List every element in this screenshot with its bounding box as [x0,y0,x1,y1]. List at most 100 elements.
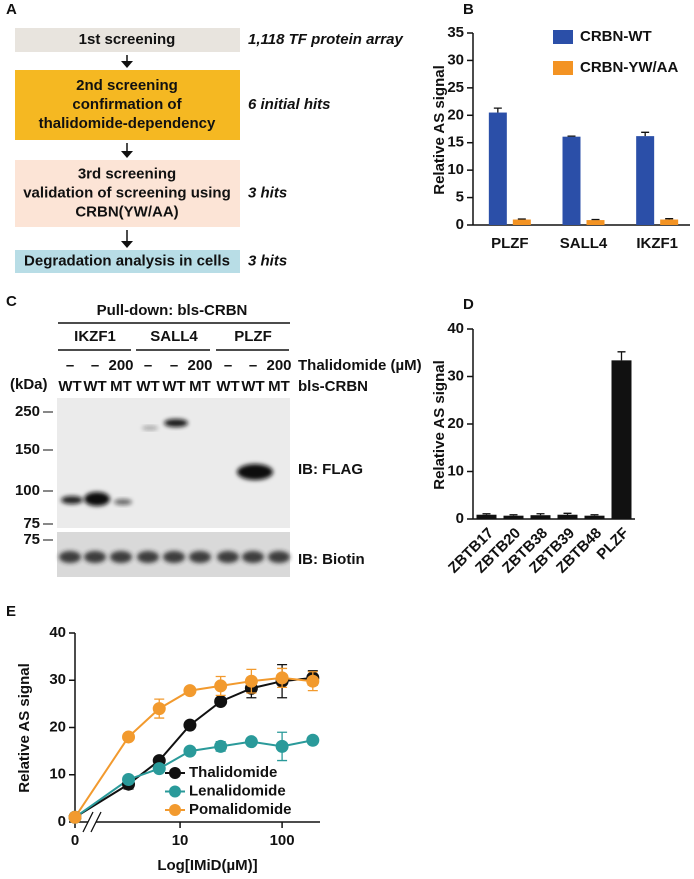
bar [476,514,497,519]
flow-box [15,28,240,52]
flow-note: 6 initial hits [248,96,331,113]
point [122,730,136,744]
group-label: PLZF [234,328,272,345]
lane-construct: WT [83,378,106,395]
point [214,679,228,693]
error-bar [493,107,502,113]
flow-box [15,70,240,140]
axis-break [82,811,102,833]
legend-swatch [553,30,573,44]
point [214,695,228,709]
y-tick-label: 10 [447,161,464,178]
band [59,551,81,563]
point [152,762,166,776]
flow-text: thalidomide-dependency [39,115,216,132]
band [163,551,185,563]
band [268,551,290,563]
band [61,496,83,504]
y-tick-label: 30 [447,51,464,68]
y-tick-label: 10 [49,766,66,783]
point [214,739,228,753]
legend-label: Pomalidomide [189,801,292,818]
size-label: (kDa) [10,376,48,393]
probe-label: IB: FLAG [298,461,363,478]
lane-construct: WT [58,378,81,395]
row-label: bls-CRBN [298,378,368,395]
lane-treatment: – [144,357,152,374]
lane-construct: MT [189,378,211,395]
point [275,739,289,753]
point [183,718,197,732]
flow-title: 2nd screening [76,77,178,94]
lane-treatment: 200 [266,357,291,374]
point [122,772,136,786]
arrow-head [121,61,133,68]
flow-box [15,160,240,227]
y-tick-label: 35 [447,24,464,41]
bar [512,219,531,225]
error-bar [567,135,576,137]
lane-construct: WT [216,378,239,395]
panel-label: A [6,1,17,18]
y-tick-label: 0 [58,813,66,830]
group-label: SALL4 [150,328,198,345]
bar [611,360,632,519]
point [306,674,320,688]
lane-construct: WT [136,378,159,395]
y-tick-label: 15 [447,134,464,151]
legend-label: CRBN-WT [580,28,652,45]
blot-upper [57,398,290,528]
y-axis-label: Relative AS signal [431,65,448,195]
legend-label: Thalidomide [189,764,277,781]
marker-label: 75 [23,531,40,548]
band [164,419,188,427]
legend-swatch [553,61,573,75]
band [237,464,273,480]
marker-label: 75 [23,515,40,532]
x-tick-label: PLZF [594,525,633,564]
bar [488,112,507,225]
legend-marker [169,767,181,779]
bar [503,515,524,519]
y-tick-label: 40 [49,624,66,641]
flow-title: 1st screening [79,31,176,48]
y-tick-label: 30 [49,671,66,688]
y-tick-label: 10 [447,462,464,479]
band [114,499,132,505]
band [217,551,239,563]
point [275,671,289,685]
panel-label: B [463,1,474,18]
y-tick-label: 5 [456,189,464,206]
x-tick-label: 10 [172,832,189,849]
bar [586,220,605,225]
error-bar [563,512,572,515]
x-tick-label: PLZF [491,235,529,252]
arrow-head [121,151,133,158]
legend-label: CRBN-YW/AA [580,59,678,76]
row-label: Thalidomide (µM) [298,357,422,374]
panel-label: C [6,293,17,310]
bar [584,515,605,519]
band [142,426,158,430]
lane-construct: WT [241,378,264,395]
error-bar [591,218,600,221]
lane-construct: WT [162,378,185,395]
bar [660,219,679,225]
legend-label: Lenalidomide [189,782,286,799]
arrow-head [121,241,133,248]
y-tick-label: 20 [49,718,66,735]
flow-text: validation of screening using [23,184,231,201]
lane-treatment: – [66,357,74,374]
panel-label: D [463,296,474,313]
error-bar [617,351,626,361]
flow-note: 3 hits [248,184,287,201]
bar [557,514,578,519]
x-tick-label: SALL4 [560,235,608,252]
panel-label: E [6,603,16,620]
y-tick-label: 40 [447,320,464,337]
lane-treatment: – [170,357,178,374]
bar [530,515,551,519]
y-axis-label: Relative AS signal [431,360,448,490]
band [110,551,132,563]
